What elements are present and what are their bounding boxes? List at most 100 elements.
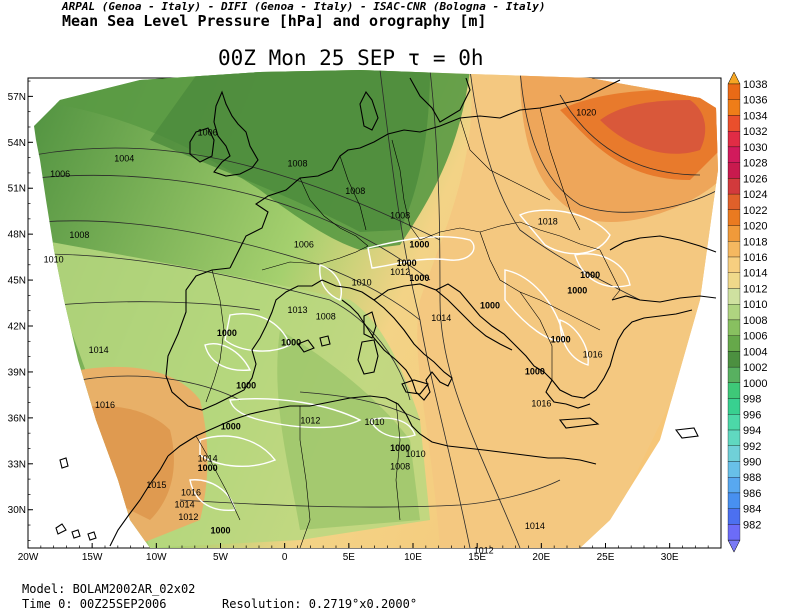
colorbar-swatch: [727, 445, 741, 462]
colorbar-label: 988: [743, 472, 761, 484]
colorbar-label: 1028: [743, 158, 767, 170]
orography-labels: 1000 1000 1000 1000 1000 1000 1000 1000 1000 1000…: [198, 239, 600, 535]
isobar-label: 1016: [583, 350, 603, 360]
isobar-label: 1004: [114, 154, 134, 164]
colorbar-label: 1000: [743, 378, 767, 390]
longitude-ticks: 20W 15W 10W 5W 0 5E 10E 15E 20E 25E 30E: [18, 543, 722, 563]
orography-label: 1000: [217, 328, 237, 338]
lat-tick-label: 30N: [8, 505, 26, 516]
pressure-field: [34, 70, 718, 548]
isobar-labels: 1020 1006 1004 1006 1008 1008 1008 1018 1008 1006…: [44, 108, 603, 556]
colorbar-label: 1022: [743, 205, 767, 217]
colorbar-label: 990: [743, 456, 761, 468]
isobar-label: 1008: [287, 158, 307, 168]
isobar-label: 1012: [390, 267, 410, 277]
colorbar-label: 1006: [743, 331, 767, 343]
colorbar-swatch: [727, 319, 741, 336]
isobar-label: 1014: [175, 500, 195, 510]
isobar-label: 1018: [538, 216, 558, 226]
isobar-label: 1008: [390, 210, 410, 220]
isobar-label: 1012: [300, 415, 320, 425]
colorbar-label: 1038: [743, 79, 767, 91]
colorbar-swatch: [727, 162, 741, 179]
lat-tick-label: 54N: [8, 138, 26, 149]
colorbar-swatch: [727, 414, 741, 431]
colorbar-label: 1004: [743, 346, 767, 358]
lon-tick-label: 0: [282, 552, 288, 563]
orography-label: 1000: [580, 270, 600, 280]
colorbar-label: 984: [743, 504, 761, 516]
latitude-ticks: 57N 54N 51N 48N 45N 42N 39N 36N 33N 30N: [8, 80, 33, 541]
orography-label: 1000: [480, 301, 500, 311]
colorbar-label: 998: [743, 394, 761, 406]
colorbar-swatch: [727, 288, 741, 305]
coastlines: [55, 77, 717, 547]
colorbar-label: 1010: [743, 299, 767, 311]
isobar-label: 1008: [69, 230, 89, 240]
chart-subtitle: Mean Sea Level Pressure [hPa] and orogra…: [62, 12, 487, 30]
colorbar-swatch: [727, 366, 741, 383]
isobar-label: 1006: [198, 128, 218, 138]
lon-tick-label: 10W: [146, 552, 167, 563]
isobar-label: 1014: [198, 454, 218, 464]
orography-label: 1000: [221, 422, 241, 432]
colorbar-swatch: [727, 477, 741, 494]
pressure-colorbar: 1038 1036 1034 1032 1030 1028 1026 1024 1022 1020…: [727, 71, 767, 553]
colorbar-swatch: [727, 272, 741, 289]
orography-label: 1000: [281, 337, 301, 347]
isobar-label: 1014: [431, 313, 451, 323]
colorbar-label: 1016: [743, 252, 767, 264]
colorbar-swatch: [727, 398, 741, 415]
credits-line: ARPAL (Genoa - Italy) - DIFI (Genoa - It…: [62, 0, 546, 13]
colorbar-label: 1024: [743, 189, 767, 201]
colorbar-label: 1026: [743, 173, 767, 185]
isobar-label: 1016: [181, 487, 201, 497]
isobar-label: 1010: [44, 255, 64, 265]
colorbar-swatch: [727, 146, 741, 163]
colorbar-label: 1012: [743, 283, 767, 295]
colorbar-label: 1036: [743, 95, 767, 107]
colorbar-swatch: [727, 83, 741, 100]
colorbar-swatch: [727, 524, 741, 541]
colorbar-label: 1032: [743, 126, 767, 138]
colorbar-label: 1018: [743, 236, 767, 248]
lat-tick-label: 39N: [8, 367, 26, 378]
lon-tick-label: 10E: [404, 552, 422, 563]
resolution-info: Resolution: 0.2719°x0.2000°: [222, 597, 418, 611]
colorbar-label: 1014: [743, 268, 767, 280]
orography-label: 1000: [390, 443, 410, 453]
isobar-label: 1010: [364, 417, 384, 427]
isobar-label: 1016: [531, 399, 551, 409]
lat-tick-label: 36N: [8, 413, 26, 424]
isobar-label: 1010: [406, 449, 426, 459]
isobar-label: 1012: [474, 546, 494, 556]
lat-tick-label: 51N: [8, 184, 26, 195]
orography-label: 1000: [409, 273, 429, 283]
colorbar-swatch: [727, 461, 741, 478]
isobar-label: 1013: [287, 305, 307, 315]
isobar-label: 1012: [178, 512, 198, 522]
colorbar-bottom-arrow: [727, 539, 741, 553]
model-info: Model: BOLAM2002AR_02x02: [22, 582, 196, 596]
isobar-label: 1008: [316, 311, 336, 321]
colorbar-swatch: [727, 492, 741, 509]
isobar-label: 1006: [50, 169, 70, 179]
orography-label: 1000: [409, 239, 429, 249]
colorbar-label: 1034: [743, 110, 767, 122]
national-borders: [195, 107, 621, 549]
colorbar-swatch: [727, 508, 741, 525]
colorbar-top-arrow: [727, 71, 741, 85]
lon-tick-label: 30E: [661, 552, 679, 563]
colorbar-swatch: [727, 241, 741, 258]
colorbar-swatch: [727, 256, 741, 273]
lon-tick-label: 20E: [532, 552, 550, 563]
orography-label: 1000: [397, 258, 417, 268]
orography-label: 1000: [198, 463, 218, 473]
lon-tick-label: 5W: [213, 552, 229, 563]
isobar-label: 1010: [352, 278, 372, 288]
isobar-label: 1016: [95, 400, 115, 410]
lat-tick-label: 48N: [8, 230, 26, 241]
orography-label: 1000: [551, 334, 571, 344]
lat-tick-label: 45N: [8, 276, 26, 287]
